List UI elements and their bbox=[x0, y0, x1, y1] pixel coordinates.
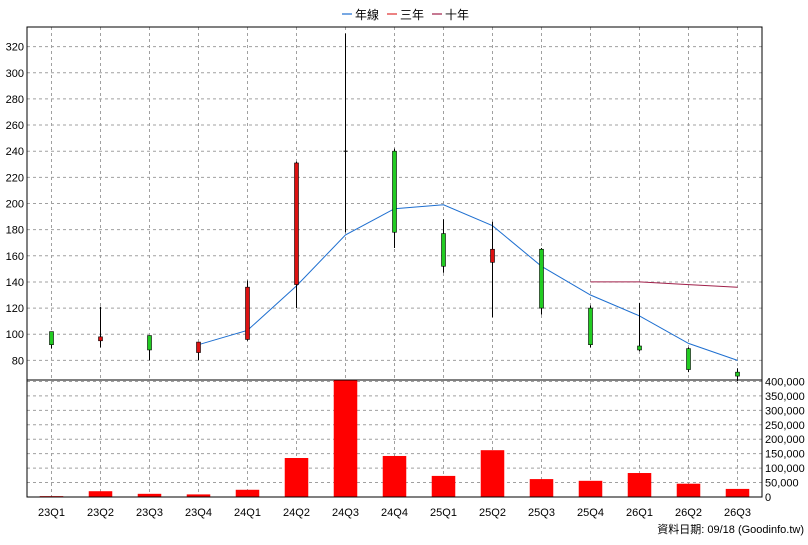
price-tick-label: 200 bbox=[6, 199, 24, 211]
volume-tick-label: 50,000 bbox=[765, 478, 799, 490]
x-tick-label: 24Q1 bbox=[234, 507, 261, 519]
x-tick-label: 25Q2 bbox=[479, 507, 506, 519]
x-tick-label: 23Q2 bbox=[87, 507, 114, 519]
price-tick-label: 100 bbox=[6, 329, 24, 341]
volume-bar-26Q1 bbox=[627, 473, 652, 497]
volume-bar-25Q4 bbox=[578, 480, 603, 497]
volume-tick-label: 350,000 bbox=[765, 391, 805, 403]
legend: 年線 三年 十年 bbox=[342, 7, 469, 22]
candle-body bbox=[49, 331, 54, 345]
volume-bar-24Q3 bbox=[333, 380, 358, 497]
footer-source: 資料日期: 09/18 (Goodinfo.tw) bbox=[657, 522, 804, 536]
candle-24Q4 bbox=[392, 148, 397, 248]
price-tick-label: 300 bbox=[6, 68, 24, 80]
price-tick-label: 120 bbox=[6, 303, 24, 315]
candle-body bbox=[147, 335, 152, 351]
price-tick-label: 240 bbox=[6, 146, 24, 158]
candle-body bbox=[441, 233, 446, 267]
ma-line-年線 bbox=[198, 204, 738, 361]
candle-body bbox=[686, 348, 691, 370]
volume-tick-label: 300,000 bbox=[765, 405, 805, 417]
volume-bar-24Q4 bbox=[382, 455, 407, 497]
volume-frame bbox=[26, 379, 763, 498]
candle-23Q1 bbox=[49, 331, 54, 349]
volume-bar-26Q2 bbox=[676, 483, 701, 497]
price-tick-label: 220 bbox=[6, 172, 24, 184]
candle-26Q1 bbox=[637, 302, 642, 352]
volume-tick-label: 200,000 bbox=[765, 434, 805, 446]
x-tick-label: 25Q4 bbox=[577, 507, 604, 519]
price-tick-label: 320 bbox=[6, 42, 24, 54]
candle-body bbox=[392, 150, 397, 233]
legend-label-2: 三年 bbox=[400, 8, 424, 22]
x-axis: 23Q1 23Q2 23Q3 23Q4 24Q1 24Q2 24Q3 24Q4 25Q1 25Q2… bbox=[38, 507, 751, 519]
candle-24Q2 bbox=[294, 161, 299, 309]
price-tick-label: 140 bbox=[6, 277, 24, 289]
x-tick-label: 25Q3 bbox=[528, 507, 555, 519]
volume-bar-24Q2 bbox=[284, 458, 309, 497]
volume-bar-25Q1 bbox=[431, 475, 456, 497]
volume-bar-24Q1 bbox=[235, 489, 260, 497]
volume-bar-26Q3 bbox=[725, 488, 750, 497]
candle-23Q4 bbox=[196, 341, 201, 361]
volume-tick-label: 0 bbox=[765, 492, 771, 504]
volume-bar-25Q3 bbox=[529, 479, 554, 497]
candle-body bbox=[490, 248, 495, 263]
candle-24Q1 bbox=[245, 280, 250, 341]
volume-bar-23Q2 bbox=[88, 491, 113, 497]
x-tick-label: 26Q2 bbox=[675, 507, 702, 519]
volume-panel: 0 50,000 100,000 150,000 200,000 250,000 300,0… bbox=[26, 376, 805, 504]
price-tick-label: 180 bbox=[6, 225, 24, 237]
candle-body bbox=[735, 371, 740, 377]
candle-24Q3 bbox=[343, 33, 348, 233]
volume-tick-label: 250,000 bbox=[765, 420, 805, 432]
price-tick-label: 280 bbox=[6, 94, 24, 106]
ma-line-十年 bbox=[590, 281, 738, 288]
candle-body bbox=[196, 341, 201, 353]
x-tick-label: 26Q1 bbox=[626, 507, 653, 519]
volume-bar-23Q4 bbox=[186, 494, 211, 497]
volume-tick-label: 150,000 bbox=[765, 449, 805, 461]
candle-26Q2 bbox=[686, 347, 691, 373]
x-tick-label: 24Q4 bbox=[381, 507, 408, 519]
x-tick-label: 23Q3 bbox=[136, 507, 163, 519]
price-panel: 80 100 120 140 160 180 200 220 240 260 280 300 320 bbox=[6, 26, 763, 497]
candle-body bbox=[294, 162, 299, 285]
x-tick-label: 23Q1 bbox=[38, 507, 65, 519]
volume-bar-25Q2 bbox=[480, 450, 505, 497]
legend-label-1: 年線 bbox=[355, 7, 379, 22]
candle-23Q3 bbox=[147, 335, 152, 361]
candle-body bbox=[539, 248, 544, 309]
x-tick-label: 24Q3 bbox=[332, 507, 359, 519]
price-tick-label: 260 bbox=[6, 120, 24, 132]
candle-25Q4 bbox=[588, 305, 593, 348]
candle-25Q2 bbox=[490, 221, 495, 318]
x-tick-label: 23Q4 bbox=[185, 507, 212, 519]
candle-body bbox=[588, 307, 593, 345]
candle-body bbox=[637, 345, 642, 351]
volume-tick-label: 100,000 bbox=[765, 463, 805, 475]
candle-23Q2 bbox=[98, 306, 103, 348]
candle-body bbox=[98, 336, 103, 342]
x-tick-label: 25Q1 bbox=[430, 507, 457, 519]
volume-bar-23Q3 bbox=[137, 493, 162, 497]
price-tick-label: 160 bbox=[6, 251, 24, 263]
x-tick-label: 26Q3 bbox=[724, 507, 751, 519]
volume-tick-label: 400,000 bbox=[765, 376, 805, 388]
candle-25Q1 bbox=[441, 219, 446, 273]
candle-25Q3 bbox=[539, 247, 544, 315]
legend-label-3: 十年 bbox=[445, 8, 469, 22]
candle-body bbox=[245, 286, 250, 340]
price-tick-label: 80 bbox=[12, 355, 24, 367]
x-tick-label: 24Q2 bbox=[283, 507, 310, 519]
